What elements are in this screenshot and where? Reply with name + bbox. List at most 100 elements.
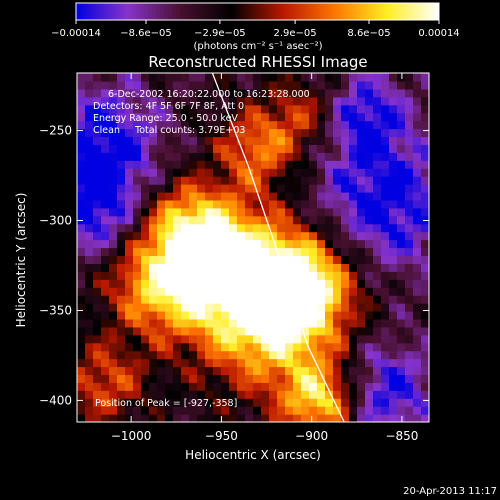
heatmap-cell [117, 358, 126, 368]
heatmap-cell [133, 152, 142, 161]
heatmap-cell [117, 303, 126, 312]
heatmap-cell [349, 318, 358, 328]
heatmap-cell [189, 112, 198, 122]
heatmap-cell [93, 112, 102, 122]
heatmap-cell [149, 191, 158, 201]
heatmap-cell [221, 231, 230, 241]
heatmap-cell [253, 398, 262, 407]
heatmap-cell [205, 144, 214, 153]
heatmap-cell [77, 358, 86, 368]
heatmap-cell [309, 136, 318, 145]
heatmap-cell [101, 88, 110, 98]
heatmap-cell [373, 247, 382, 257]
heatmap-cell [365, 398, 374, 407]
heatmap-cell [141, 104, 150, 114]
heatmap-cell [277, 239, 286, 249]
heatmap-cell [149, 96, 158, 106]
heatmap-cell [333, 112, 342, 122]
heatmap-cell [389, 215, 398, 225]
heatmap-cell [133, 342, 142, 352]
heatmap-cell [157, 239, 166, 249]
heatmap-cell [325, 144, 334, 153]
heatmap-cell [125, 144, 134, 153]
heatmap-cell [197, 144, 206, 153]
heatmap-cell [301, 176, 310, 185]
heatmap-cell [357, 199, 366, 209]
heatmap-cell [173, 279, 182, 288]
heatmap-cell [189, 120, 198, 130]
heatmap-cell [141, 73, 150, 82]
heatmap-cell [405, 358, 414, 368]
heatmap-cell [165, 128, 174, 138]
heatmap-cell [221, 144, 230, 153]
heatmap-cell [285, 414, 294, 422]
heatmap-cell [237, 287, 246, 296]
heatmap-cell [269, 247, 278, 257]
heatmap-cell [213, 295, 222, 304]
heatmap-cell [213, 326, 222, 336]
heatmap-cell [205, 88, 214, 98]
heatmap-cell [285, 176, 294, 185]
heatmap-cell [349, 303, 358, 312]
heatmap-cell [301, 120, 310, 130]
heatmap-cell [277, 184, 286, 193]
heatmap-cell [309, 390, 318, 399]
heatmap-cell [213, 120, 222, 130]
heatmap-cell [389, 342, 398, 352]
heatmap-cell [101, 223, 110, 233]
heatmap-cell [221, 104, 230, 114]
heatmap-cell [85, 112, 94, 122]
heatmap-cell [301, 73, 310, 82]
heatmap-cell [421, 160, 429, 169]
heatmap-cell [93, 120, 102, 130]
heatmap-cell [93, 247, 102, 257]
heatmap-cell [133, 184, 142, 193]
heatmap-cell [349, 382, 358, 391]
heatmap-cell [285, 120, 294, 130]
heatmap-cell [381, 120, 390, 130]
heatmap-cell [109, 358, 118, 368]
heatmap-cell [141, 414, 150, 422]
heatmap-cell [149, 263, 158, 272]
heatmap-cell [237, 382, 246, 391]
heatmap-cell [173, 334, 182, 344]
heatmap-cell [141, 398, 150, 407]
heatmap-cell [205, 223, 214, 233]
heatmap-cell [205, 73, 214, 82]
heatmap-cell [381, 358, 390, 368]
heatmap-cell [261, 223, 270, 233]
heatmap-cell [149, 215, 158, 225]
heatmap-cell [349, 310, 358, 320]
heatmap-cell [389, 295, 398, 304]
heatmap-cell [109, 295, 118, 304]
heatmap-cell [317, 247, 326, 257]
heatmap-cell [93, 144, 102, 153]
heatmap-cell [317, 184, 326, 193]
heatmap-cell [301, 279, 310, 288]
heatmap-cell [189, 80, 198, 90]
y-axis: −250−300−350−400 [39, 124, 429, 407]
heatmap-cell [205, 334, 214, 344]
heatmap-cell [365, 287, 374, 296]
heatmap-cell [405, 398, 414, 407]
heatmap-cell [221, 279, 230, 288]
colorbar-gradient [76, 3, 439, 20]
heatmap-cell [245, 414, 254, 422]
heatmap-cell [77, 199, 86, 209]
heatmap-cell [101, 295, 110, 304]
heatmap-cell [165, 271, 174, 280]
heatmap-cell [149, 303, 158, 312]
heatmap-cell [381, 136, 390, 145]
heatmap-cell [117, 168, 126, 177]
heatmap-cell [125, 73, 134, 82]
heatmap-cell [365, 231, 374, 241]
heatmap-cell [229, 231, 238, 241]
heatmap-cell [141, 191, 150, 201]
heatmap-cell [165, 358, 174, 368]
heatmap-cell [221, 263, 230, 272]
heatmap-cell [165, 406, 174, 415]
heatmap-cell [141, 160, 150, 169]
heatmap-cell [365, 382, 374, 391]
heatmap-cell [237, 398, 246, 407]
heatmap-cell [333, 239, 342, 249]
